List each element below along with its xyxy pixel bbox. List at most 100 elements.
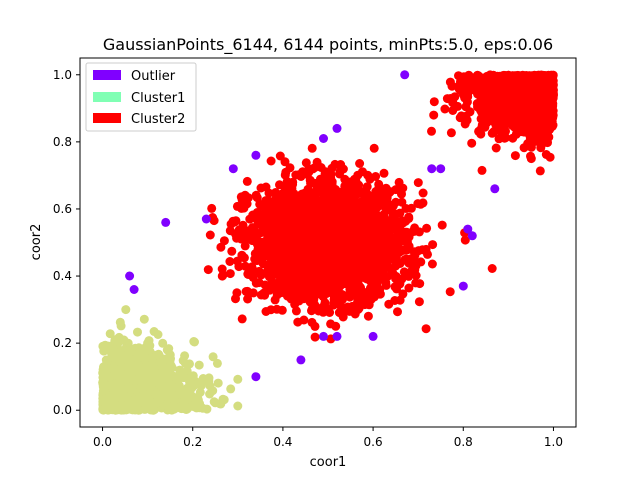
point-cluster2-upper <box>427 126 436 136</box>
point-cluster2-upper <box>445 94 455 103</box>
point-cluster2-upper <box>527 77 537 87</box>
point-lower-left <box>139 314 149 324</box>
point-lower-left <box>122 354 132 364</box>
point-cluster2-center <box>393 307 402 317</box>
point-cluster2-center <box>225 269 235 279</box>
point-cluster2-center <box>227 246 237 256</box>
point-lower-left <box>154 349 164 359</box>
point-cluster2-upper <box>536 143 546 153</box>
point-cluster2-center <box>310 332 320 342</box>
point-cluster2-center <box>369 143 379 153</box>
point-cluster2-upper <box>462 115 472 125</box>
point-cluster2-upper <box>488 107 498 117</box>
point-cluster2-center <box>487 264 497 273</box>
point-lower-left <box>139 389 149 399</box>
point-cluster2-center <box>397 197 407 207</box>
point-cluster2-center <box>393 259 403 269</box>
point-cluster2-upper <box>548 73 557 83</box>
point-cluster2-center <box>416 199 426 209</box>
point-cluster2-center <box>232 288 242 298</box>
point-lower-left <box>158 338 168 348</box>
point-cluster2-upper <box>491 143 501 153</box>
point-lower-left <box>202 404 212 414</box>
point-cluster2-upper <box>543 117 553 127</box>
point-cluster2-center <box>260 280 270 290</box>
point-cluster2-center <box>437 220 447 230</box>
point-lower-left <box>140 404 150 414</box>
point-cluster2-upper <box>512 120 522 130</box>
point-cluster2-center <box>404 212 414 222</box>
point-cluster2-upper <box>463 76 473 86</box>
point-cluster2-center <box>243 294 253 304</box>
point-cluster2-center <box>264 188 274 198</box>
point-lower-left <box>126 347 136 356</box>
point-cluster2-upper <box>465 107 475 117</box>
point-cluster2-center <box>318 302 328 312</box>
point-cluster2-center <box>305 175 315 185</box>
point-cluster2-upper <box>514 101 524 111</box>
point-lower-left <box>116 378 126 388</box>
point-cluster2-center <box>266 156 276 166</box>
point-lower-left <box>147 360 157 370</box>
point-cluster2-center <box>414 297 424 307</box>
point-lower-left <box>105 329 115 339</box>
point-cluster2-upper <box>446 128 456 138</box>
point-cluster2-center <box>445 287 455 297</box>
point-lower-left <box>124 382 134 392</box>
point-lower-left <box>115 368 125 378</box>
point-lower-left <box>161 363 171 373</box>
point-cluster2-upper <box>535 166 545 176</box>
point-cluster2-center <box>338 312 348 322</box>
point-lower-left <box>100 364 110 374</box>
point-cluster2-upper <box>510 151 520 161</box>
point-cluster2-center <box>418 188 428 198</box>
point-lower-left <box>116 321 126 331</box>
point-cluster2-upper <box>477 165 487 175</box>
point-cluster2-upper <box>447 81 457 91</box>
point-cluster2-upper <box>456 86 466 96</box>
point-lower-left <box>226 384 236 394</box>
point-cluster2-upper <box>539 81 549 91</box>
point-cluster2-center <box>219 236 229 246</box>
point-cluster2-upper <box>497 81 507 91</box>
point-cluster2-upper <box>448 106 458 115</box>
point-cluster2-center <box>413 178 423 188</box>
point-lower-left <box>133 327 142 337</box>
point-lower-left <box>205 389 215 399</box>
point-cluster2-upper <box>476 77 486 87</box>
point-lower-left <box>196 381 206 391</box>
point-lower-left <box>180 351 190 361</box>
point-cluster2-center <box>428 240 438 250</box>
point-lower-left <box>143 338 153 348</box>
point-cluster2-center <box>225 226 235 236</box>
point-lower-left <box>233 374 243 384</box>
point-cluster2-upper <box>525 97 535 106</box>
point-cluster2-center <box>240 261 250 271</box>
point-cluster2-upper <box>493 97 503 107</box>
point-lower-left <box>121 305 131 315</box>
point-lower-left <box>134 350 144 359</box>
point-cluster2-center <box>294 170 304 180</box>
point-lower-left <box>165 356 175 366</box>
point-cluster2-upper <box>440 104 450 114</box>
point-cluster2-upper <box>476 129 486 139</box>
point-cluster2-center <box>307 304 317 313</box>
point-cluster2-upper <box>519 143 529 153</box>
point-cluster2-upper <box>545 152 555 162</box>
point-lower-left <box>213 378 223 388</box>
point-lower-left <box>102 404 112 414</box>
point-cluster2-center <box>280 157 290 167</box>
point-cluster2-upper <box>481 98 491 108</box>
point-cluster2-center <box>384 299 394 309</box>
point-lower-left <box>109 387 119 397</box>
point-lower-left <box>175 389 184 399</box>
point-cluster2-upper <box>507 76 517 86</box>
point-lower-left <box>212 358 222 368</box>
point-lower-left <box>179 373 189 383</box>
point-lower-left <box>218 394 228 404</box>
point-lower-left <box>112 353 122 363</box>
point-lower-left <box>187 383 197 393</box>
point-lower-left <box>233 401 243 411</box>
